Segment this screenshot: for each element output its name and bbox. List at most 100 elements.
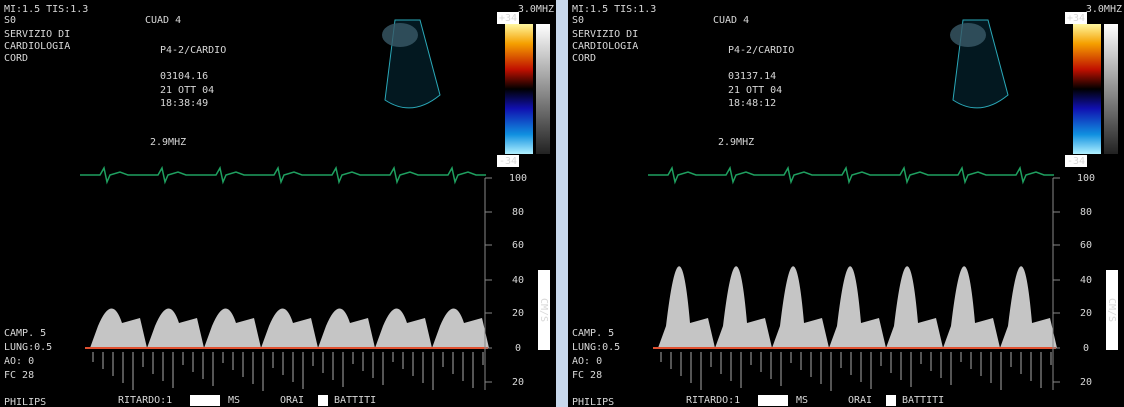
gray-bar [1104,24,1118,154]
spectrum-noise [1010,352,1012,367]
spectrum-noise [820,352,822,384]
spectrum-noise [970,352,972,369]
probe-icon [950,23,986,47]
setting-line: FC 28 [4,370,34,381]
delay-label: RITARDO:1 [686,395,740,406]
spectrum-noise [730,352,732,381]
setting-line: CAMP. 5 [4,328,46,339]
spectrum-noise [930,352,932,371]
spectrum-noise [740,352,742,388]
spectrum-noise [840,352,842,368]
spectrum-noise [192,352,194,372]
velocity-unit: CM/S [1106,298,1117,322]
spectrum-noise [960,352,962,362]
exam-time: 18:48:12 [728,98,776,109]
spectrum-noise [152,352,154,374]
color-bar [505,24,533,154]
beats-box [886,395,896,406]
scale-label: 80 [1080,207,1092,218]
scale-label: 100 [509,173,527,184]
spectrum-noise [770,352,772,379]
spectrum-noise [760,352,762,372]
spectrum-noise [392,352,394,362]
spectrum-noise [1040,352,1042,388]
spectrum-noise [112,352,114,376]
delay-label: RITARDO:1 [118,395,172,406]
scale-label: 0 [1083,343,1089,354]
exam-id: 03137.14 [728,71,776,82]
scale-label: 40 [512,275,524,286]
exam-date: 21 OTT 04 [728,85,782,96]
spectrum-noise [670,352,672,369]
exam-id: 03104.16 [160,71,208,82]
spectrum-noise [372,352,374,378]
spectrum-noise [432,352,434,390]
spectrum-noise [660,352,662,362]
spectrum-noise [940,352,942,378]
spectrum-noise [680,352,682,376]
spectrum-noise [342,352,344,387]
institution-line: SERVIZIO DI [4,29,70,40]
spectrum-noise [1030,352,1032,381]
spectrum-noise [880,352,882,366]
spectrum-noise [252,352,254,384]
spectrum-noise [102,352,104,369]
spectrum-noise [272,352,274,368]
frequency-label: 2.9MHZ [150,137,186,148]
scale-label: 100 [1077,173,1095,184]
spectrum-noise [870,352,872,389]
spectrum-noise [162,352,164,381]
scale-label: 20 [1080,308,1092,319]
beats-box [318,395,328,406]
spectrum-noise [142,352,144,367]
gray-bar [536,24,550,154]
logo: PHILIPS [572,397,614,407]
spectrum-noise [232,352,234,370]
spectrum-noise [322,352,324,373]
exam-time: 18:38:49 [160,98,208,109]
institution-line: CARDIOLOGIA [4,41,70,52]
spectrum-noise [710,352,712,367]
spectrum-noise [452,352,454,374]
mode-label: MI:1.5 TIS:1.3 [4,4,88,15]
spectrum-noise [312,352,314,366]
frame-label: S0 [572,15,584,26]
spectrum-noise [402,352,404,369]
view-label: CUAD 4 [713,15,749,26]
institution-line: CORD [572,53,596,64]
spectrum-noise [690,352,692,383]
scale-label: 0 [515,343,521,354]
spectrum-noise [810,352,812,377]
spectrum-noise [830,352,832,391]
spectrum-noise [422,352,424,383]
spectrum-noise [850,352,852,375]
delay-unit: MS [228,395,240,406]
spectrum-noise [800,352,802,370]
mode-label: MI:1.5 TIS:1.3 [572,4,656,15]
spectrum-noise [700,352,702,390]
frame-label: S0 [4,15,16,26]
color-scale-label: +34 [499,13,517,24]
spectrum-noise [362,352,364,371]
spectrum-noise [950,352,952,385]
institution-line: CARDIOLOGIA [572,41,638,52]
setting-line: AO: 0 [572,356,602,367]
delay-box [758,395,788,406]
spectrum-noise [790,352,792,363]
spectrum-noise [720,352,722,374]
spectrum-noise [132,352,134,390]
exam-date: 21 OTT 04 [160,85,214,96]
spectrum-noise [242,352,244,377]
scale-label: 20 [1080,377,1092,388]
spectrum-noise [302,352,304,389]
spectrum-noise [780,352,782,386]
setting-line: LUNG:0.5 [4,342,52,353]
color-scale-label: -34 [499,156,517,167]
spectrum-noise [92,352,94,362]
velocity-unit: CM/S [538,298,549,322]
mode-label: ORAI [848,395,872,406]
spectrum-noise [262,352,264,391]
spectrum-noise [212,352,214,386]
